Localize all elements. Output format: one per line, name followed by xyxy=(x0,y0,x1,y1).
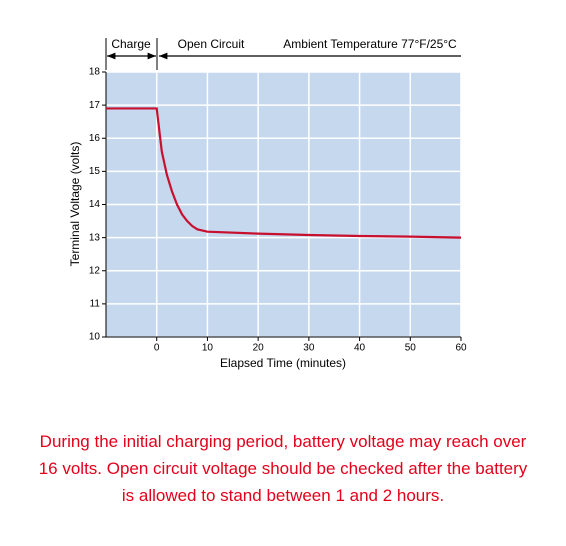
y-tick-label: 18 xyxy=(89,67,101,78)
y-tick-label: 14 xyxy=(89,199,101,210)
x-tick-label: 40 xyxy=(354,343,366,354)
y-tick-label: 15 xyxy=(89,166,101,177)
caption: During the initial charging period, batt… xyxy=(0,428,566,509)
annotation: Ambient Temperature 77°F/25°C xyxy=(283,37,457,51)
x-tick-label: 30 xyxy=(303,343,315,354)
chart: Charge Open Circuit Ambient Temperature … xyxy=(68,37,467,370)
y-tick-label: 13 xyxy=(89,232,101,243)
annotation: Charge xyxy=(111,37,151,51)
y-tick-label: 16 xyxy=(89,133,101,144)
y-axis-label: Terminal Voltage (volts) xyxy=(68,142,82,267)
caption-line: During the initial charging period, batt… xyxy=(39,432,527,451)
x-axis-label: Elapsed Time (minutes) xyxy=(220,356,346,370)
x-tick-label: 60 xyxy=(455,343,467,354)
y-tick-label: 17 xyxy=(89,100,101,111)
data-line xyxy=(106,107,462,239)
y-tick-label: 10 xyxy=(89,332,101,343)
annotation: Open Circuit xyxy=(178,37,245,51)
y-tick-label: 12 xyxy=(89,265,101,276)
caption-line: is allowed to stand between 1 and 2 hour… xyxy=(121,486,445,505)
x-tick-label: 20 xyxy=(253,343,265,354)
caption-line: 16 volts. Open circuit voltage should be… xyxy=(38,459,528,478)
x-tick-label: 50 xyxy=(405,343,417,354)
x-tick-label: 10 xyxy=(202,343,214,354)
y-tick-label: 11 xyxy=(90,299,101,310)
x-tick-label: 0 xyxy=(154,343,160,354)
